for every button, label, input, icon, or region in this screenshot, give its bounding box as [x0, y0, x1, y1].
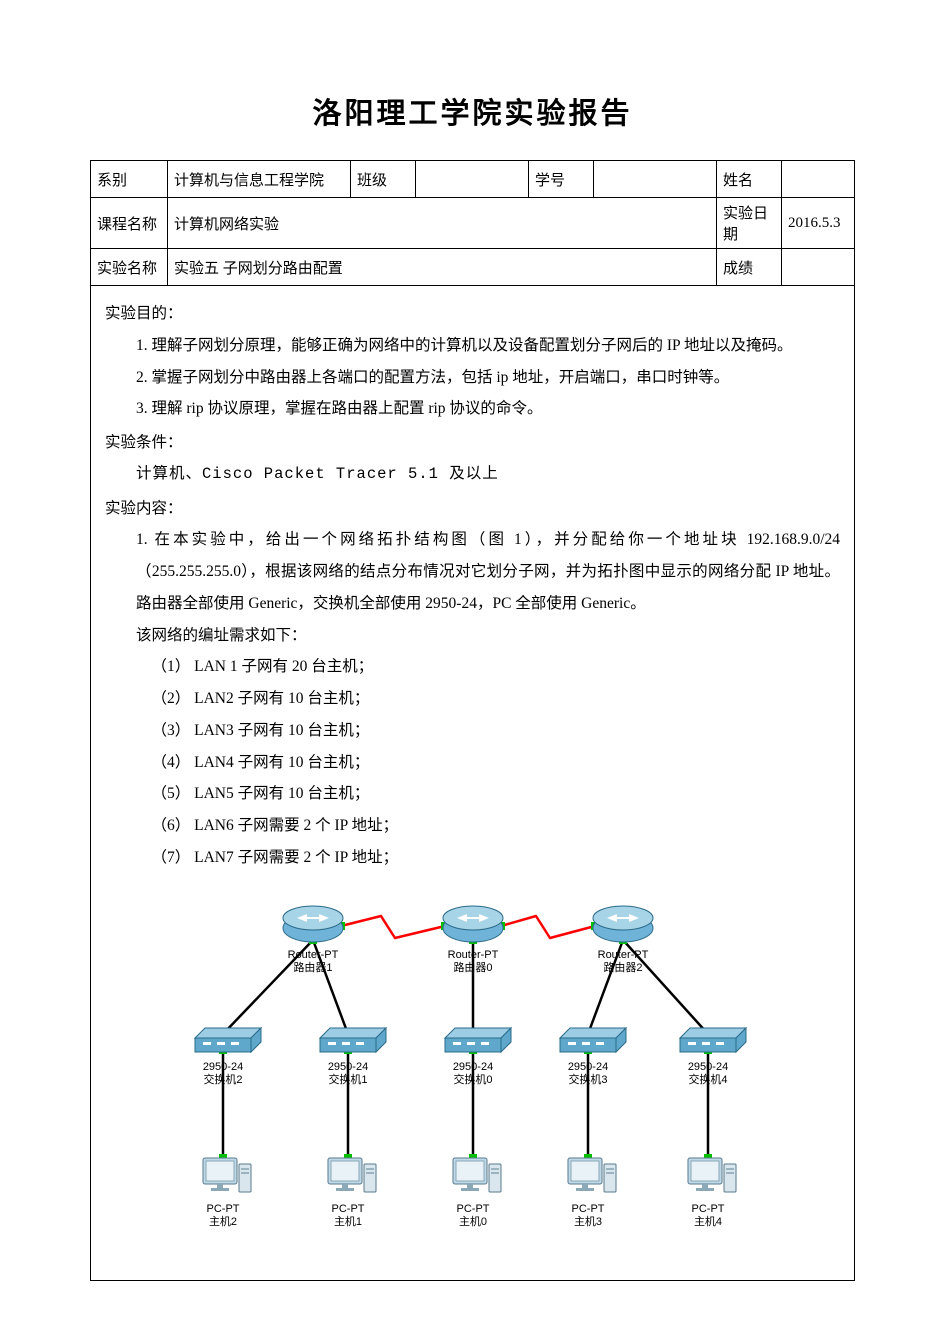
- content-label: 实验内容：: [105, 493, 840, 525]
- dept-value: 计算机与信息工程学院: [168, 161, 351, 198]
- course-label: 课程名称: [91, 198, 168, 249]
- topology-svg: Router-PT路由器1Router-PT路由器0Router-PT路由器22…: [153, 880, 793, 1260]
- svg-text:2950-24: 2950-24: [202, 1061, 242, 1073]
- purpose-2: 2. 掌握子网划分中路由器上各端口的配置方法，包括 ip 地址，开启端口，串口时…: [105, 362, 840, 394]
- svg-text:PC-PT: PC-PT: [571, 1203, 604, 1215]
- req-3: （3） LAN3 子网有 10 台主机；: [105, 715, 840, 747]
- content-p2: 该网络的编址需求如下：: [105, 620, 840, 652]
- cond-label: 实验条件：: [105, 427, 840, 459]
- svg-text:Router-PT: Router-PT: [597, 949, 648, 961]
- report-title: 洛阳理工学院实验报告: [90, 90, 855, 132]
- id-label: 学号: [529, 161, 594, 198]
- svg-text:主机2: 主机2: [208, 1214, 236, 1228]
- svg-text:PC-PT: PC-PT: [331, 1203, 364, 1215]
- id-value: [594, 161, 717, 198]
- svg-text:PC-PT: PC-PT: [456, 1203, 489, 1215]
- svg-text:交换机3: 交换机3: [568, 1072, 607, 1086]
- svg-text:Router-PT: Router-PT: [287, 949, 338, 961]
- svg-text:交换机1: 交换机1: [328, 1072, 367, 1086]
- svg-text:2950-24: 2950-24: [687, 1061, 727, 1073]
- svg-text:2950-24: 2950-24: [567, 1061, 607, 1073]
- req-7: （7） LAN7 子网需要 2 个 IP 地址；: [105, 842, 840, 874]
- date-label: 实验日期: [717, 198, 782, 249]
- name-value: [782, 161, 855, 198]
- page: 洛阳理工学院实验报告 系别 计算机与信息工程学院 班级 学号 姓名 课程名称 计…: [0, 0, 945, 1341]
- purpose-label: 实验目的：: [105, 298, 840, 330]
- svg-text:PC-PT: PC-PT: [691, 1203, 724, 1215]
- req-6: （6） LAN6 子网需要 2 个 IP 地址；: [105, 810, 840, 842]
- exp-label: 实验名称: [91, 249, 168, 286]
- svg-text:2950-24: 2950-24: [327, 1061, 367, 1073]
- svg-text:Router-PT: Router-PT: [447, 949, 498, 961]
- content-p1: 1. 在本实验中，给出一个网络拓扑结构图（图 1），并分配给你一个地址块 192…: [105, 524, 840, 619]
- req-1: （1） LAN 1 子网有 20 台主机；: [105, 651, 840, 683]
- svg-text:交换机0: 交换机0: [453, 1072, 492, 1086]
- svg-text:交换机2: 交换机2: [203, 1072, 242, 1086]
- score-label: 成绩: [717, 249, 782, 286]
- topology-diagram: Router-PT路由器1Router-PT路由器0Router-PT路由器22…: [105, 880, 840, 1260]
- purpose-3: 3. 理解 rip 协议原理，掌握在路由器上配置 rip 协议的命令。: [105, 393, 840, 425]
- svg-text:主机0: 主机0: [458, 1214, 486, 1228]
- svg-text:主机3: 主机3: [573, 1214, 601, 1228]
- dept-label: 系别: [91, 161, 168, 198]
- svg-text:PC-PT: PC-PT: [206, 1203, 239, 1215]
- svg-text:主机1: 主机1: [333, 1214, 361, 1228]
- svg-text:交换机4: 交换机4: [688, 1072, 727, 1086]
- course-value: 计算机网络实验: [168, 198, 717, 249]
- svg-text:路由器0: 路由器0: [453, 960, 492, 974]
- req-4: （4） LAN4 子网有 10 台主机；: [105, 747, 840, 779]
- date-value: 2016.5.3: [782, 198, 855, 249]
- name-label: 姓名: [717, 161, 782, 198]
- req-2: （2） LAN2 子网有 10 台主机；: [105, 683, 840, 715]
- header-table: 系别 计算机与信息工程学院 班级 学号 姓名 课程名称 计算机网络实验 实验日期…: [90, 160, 855, 286]
- svg-text:路由器2: 路由器2: [603, 960, 642, 974]
- content-cell: 实验目的： 1. 理解子网划分原理，能够正确为网络中的计算机以及设备配置划分子网…: [90, 286, 855, 1281]
- svg-text:主机4: 主机4: [693, 1214, 721, 1228]
- class-label: 班级: [351, 161, 416, 198]
- exp-value: 实验五 子网划分路由配置: [168, 249, 717, 286]
- cond-value: 计算机、Cisco Packet Tracer 5.1 及以上: [105, 459, 840, 491]
- class-value: [416, 161, 529, 198]
- svg-text:2950-24: 2950-24: [452, 1061, 492, 1073]
- req-5: （5） LAN5 子网有 10 台主机；: [105, 778, 840, 810]
- svg-text:路由器1: 路由器1: [293, 960, 332, 974]
- score-value: [782, 249, 855, 286]
- purpose-1: 1. 理解子网划分原理，能够正确为网络中的计算机以及设备配置划分子网后的 IP …: [105, 330, 840, 362]
